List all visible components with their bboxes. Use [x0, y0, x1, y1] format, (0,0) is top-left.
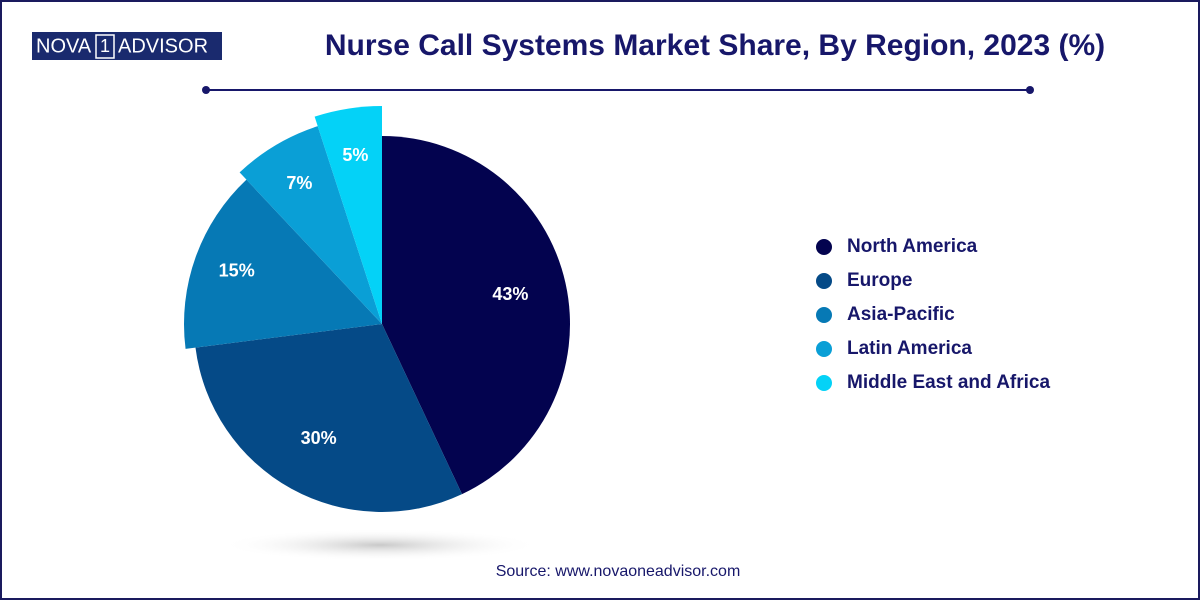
value-label: 15% [219, 260, 255, 280]
logo-left: NOVA [36, 35, 92, 57]
legend-label: Asia-Pacific [847, 304, 955, 325]
legend-marker [816, 341, 832, 357]
legend-label: Latin America [847, 338, 972, 359]
pie-slice [314, 106, 382, 324]
pie-slice [184, 179, 382, 349]
value-label: 43% [492, 284, 528, 304]
logo-right: ADVISOR [118, 35, 208, 57]
pie-slice [382, 136, 570, 495]
legend-label: Europe [847, 270, 912, 291]
pie-slice [239, 126, 382, 325]
logo-mid: 1 [100, 36, 110, 56]
legend-marker [816, 307, 832, 323]
legend-marker [816, 239, 832, 255]
logo-box [32, 32, 222, 60]
chart-title: Nurse Call Systems Market Share, By Regi… [325, 29, 1105, 62]
divider-dot [1026, 86, 1034, 94]
divider-dot [202, 86, 210, 94]
legend-marker [816, 273, 832, 289]
pie-shadow [220, 529, 540, 561]
pie-slice [195, 324, 463, 512]
source: Source: www.novaoneadvisor.com [496, 563, 741, 580]
logo-mark [95, 34, 115, 59]
value-label: 7% [286, 173, 312, 193]
value-label: 30% [301, 428, 337, 448]
legend-marker [816, 375, 832, 391]
legend-label: Middle East and Africa [847, 372, 1050, 393]
legend-label: North America [847, 236, 978, 257]
value-label: 5% [342, 145, 368, 165]
